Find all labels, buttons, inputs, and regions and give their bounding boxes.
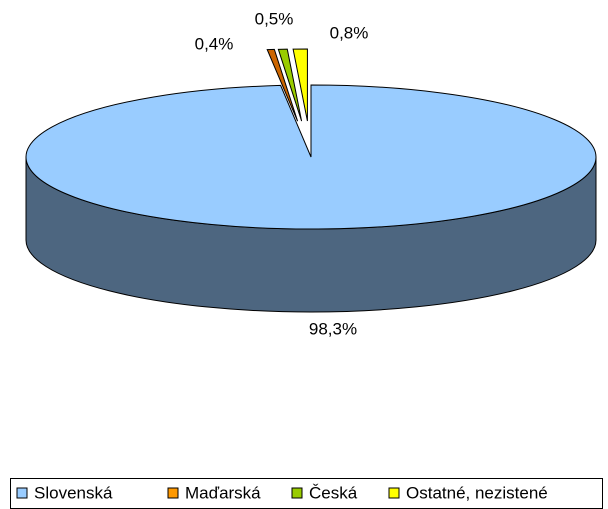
pie-slice	[25, 84, 597, 230]
legend-swatch	[167, 487, 179, 499]
legend-label: Ostatné, nezistené	[406, 483, 548, 502]
legend-label: Maďarská	[185, 483, 261, 502]
data-label: 98,3%	[309, 319, 357, 338]
legend-swatch	[16, 487, 28, 499]
pie-slice	[292, 48, 308, 122]
pie-slice	[266, 48, 299, 122]
legend-label: Slovenská	[34, 483, 113, 502]
legend-swatch	[388, 487, 400, 499]
pie-slice	[277, 48, 303, 122]
data-label: 0,4%	[195, 34, 234, 53]
data-label: 0,5%	[255, 9, 294, 28]
data-label: 0,8%	[330, 23, 369, 42]
legend-swatch	[291, 487, 303, 499]
legend-label: Česká	[309, 483, 358, 502]
